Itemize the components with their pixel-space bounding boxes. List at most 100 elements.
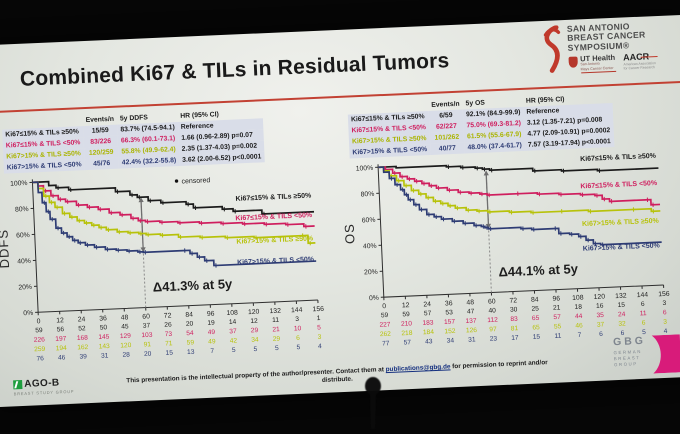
svg-text:100%: 100% bbox=[356, 165, 374, 173]
svg-text:60: 60 bbox=[488, 298, 496, 305]
svg-text:80%: 80% bbox=[15, 206, 29, 214]
svg-text:12: 12 bbox=[250, 318, 258, 325]
svg-text:5: 5 bbox=[232, 347, 236, 354]
svg-text:26: 26 bbox=[164, 321, 172, 328]
svg-text:129: 129 bbox=[120, 333, 132, 340]
svg-text:100%: 100% bbox=[10, 180, 28, 188]
svg-text:31: 31 bbox=[101, 352, 109, 359]
svg-text:6: 6 bbox=[296, 335, 300, 342]
svg-text:29: 29 bbox=[251, 327, 259, 334]
svg-text:6: 6 bbox=[599, 331, 603, 338]
svg-text:13: 13 bbox=[187, 349, 195, 356]
svg-text:91: 91 bbox=[144, 341, 152, 348]
svg-text:31: 31 bbox=[468, 336, 476, 343]
svg-text:65: 65 bbox=[532, 315, 540, 322]
svg-text:81: 81 bbox=[511, 325, 519, 332]
svg-text:Ki67>15% & TILS <50%: Ki67>15% & TILS <50% bbox=[237, 256, 315, 266]
svg-text:46: 46 bbox=[575, 322, 583, 329]
svg-text:137: 137 bbox=[465, 318, 477, 325]
svg-text:0: 0 bbox=[37, 318, 41, 325]
svg-text:48: 48 bbox=[466, 299, 474, 306]
ribbon-icon bbox=[540, 25, 564, 74]
svg-text:36: 36 bbox=[99, 315, 107, 322]
svg-text:156: 156 bbox=[312, 306, 324, 313]
svg-text:3: 3 bbox=[318, 334, 322, 341]
svg-text:12: 12 bbox=[402, 302, 410, 309]
svg-text:10: 10 bbox=[294, 325, 302, 332]
svg-text:censored: censored bbox=[181, 177, 210, 185]
svg-text:57: 57 bbox=[424, 310, 432, 317]
svg-text:3: 3 bbox=[295, 316, 299, 323]
svg-text:Ki67≤15% & TILS <50%: Ki67≤15% & TILS <50% bbox=[235, 212, 313, 222]
svg-text:84: 84 bbox=[531, 296, 539, 303]
svg-text:5: 5 bbox=[296, 344, 300, 351]
gbg-logo: GBG GERMAN BREAST GROUP bbox=[613, 334, 680, 375]
svg-text:Ki67≤15% & TILS <50%: Ki67≤15% & TILS <50% bbox=[580, 180, 658, 190]
svg-text:32: 32 bbox=[618, 320, 626, 327]
svg-text:120: 120 bbox=[594, 294, 606, 301]
svg-text:47: 47 bbox=[467, 308, 475, 315]
svg-text:1: 1 bbox=[317, 315, 321, 322]
svg-text:227: 227 bbox=[379, 321, 391, 328]
svg-text:37: 37 bbox=[229, 328, 237, 335]
svg-text:40%: 40% bbox=[17, 258, 31, 266]
svg-text:DDFS: DDFS bbox=[0, 229, 12, 269]
svg-text:65: 65 bbox=[532, 324, 540, 331]
svg-text:20%: 20% bbox=[18, 284, 32, 292]
svg-text:11: 11 bbox=[272, 317, 279, 324]
svg-text:4: 4 bbox=[318, 343, 322, 350]
svg-text:53: 53 bbox=[445, 309, 453, 316]
svg-text:49: 49 bbox=[208, 329, 216, 336]
svg-text:84: 84 bbox=[185, 312, 193, 319]
svg-text:40: 40 bbox=[488, 307, 496, 314]
svg-text:5: 5 bbox=[253, 346, 257, 353]
svg-text:0%: 0% bbox=[23, 310, 33, 317]
microphone-silhouette bbox=[360, 377, 386, 434]
ago-b-logo: AGO-B BREAST STUDY GROUP bbox=[13, 377, 74, 397]
svg-text:183: 183 bbox=[422, 319, 434, 326]
svg-text:46: 46 bbox=[58, 354, 66, 361]
svg-text:Ki67>15% & TILS ≥50%: Ki67>15% & TILS ≥50% bbox=[582, 218, 660, 228]
svg-text:77: 77 bbox=[382, 340, 390, 347]
svg-text:19: 19 bbox=[207, 320, 215, 327]
svg-text:37: 37 bbox=[143, 322, 151, 329]
svg-text:59: 59 bbox=[187, 339, 195, 346]
svg-text:21: 21 bbox=[272, 326, 280, 333]
svg-text:126: 126 bbox=[466, 327, 478, 334]
svg-text:56: 56 bbox=[57, 326, 65, 333]
svg-text:45: 45 bbox=[121, 323, 129, 330]
svg-text:168: 168 bbox=[77, 335, 89, 342]
svg-text:20: 20 bbox=[186, 320, 194, 327]
svg-text:72: 72 bbox=[164, 312, 172, 319]
svg-text:59: 59 bbox=[35, 327, 43, 334]
svg-text:52: 52 bbox=[78, 325, 86, 332]
svg-text:156: 156 bbox=[658, 291, 670, 298]
svg-text:49: 49 bbox=[208, 338, 216, 345]
svg-text:6: 6 bbox=[642, 320, 646, 327]
svg-text:57: 57 bbox=[553, 314, 561, 321]
svg-text:210: 210 bbox=[401, 320, 413, 327]
svg-text:Δ44.1% at 5y: Δ44.1% at 5y bbox=[498, 261, 579, 279]
svg-text:144: 144 bbox=[637, 292, 649, 299]
svg-text:25: 25 bbox=[531, 305, 539, 312]
svg-text:7: 7 bbox=[210, 348, 214, 355]
svg-text:54: 54 bbox=[186, 330, 194, 337]
svg-text:120: 120 bbox=[120, 342, 132, 349]
svg-text:71: 71 bbox=[165, 340, 173, 347]
svg-text:50: 50 bbox=[100, 324, 108, 331]
svg-text:144: 144 bbox=[291, 307, 303, 314]
svg-text:24: 24 bbox=[423, 301, 431, 308]
svg-text:96: 96 bbox=[207, 311, 215, 318]
ut-shield-icon bbox=[568, 56, 577, 67]
svg-text:29: 29 bbox=[273, 336, 281, 343]
svg-text:259: 259 bbox=[34, 346, 46, 353]
svg-text:262: 262 bbox=[380, 331, 392, 338]
svg-text:120: 120 bbox=[248, 309, 260, 316]
svg-text:157: 157 bbox=[444, 318, 456, 325]
svg-text:152: 152 bbox=[444, 328, 456, 335]
svg-text:18: 18 bbox=[574, 304, 582, 311]
svg-text:OS: OS bbox=[342, 223, 358, 244]
